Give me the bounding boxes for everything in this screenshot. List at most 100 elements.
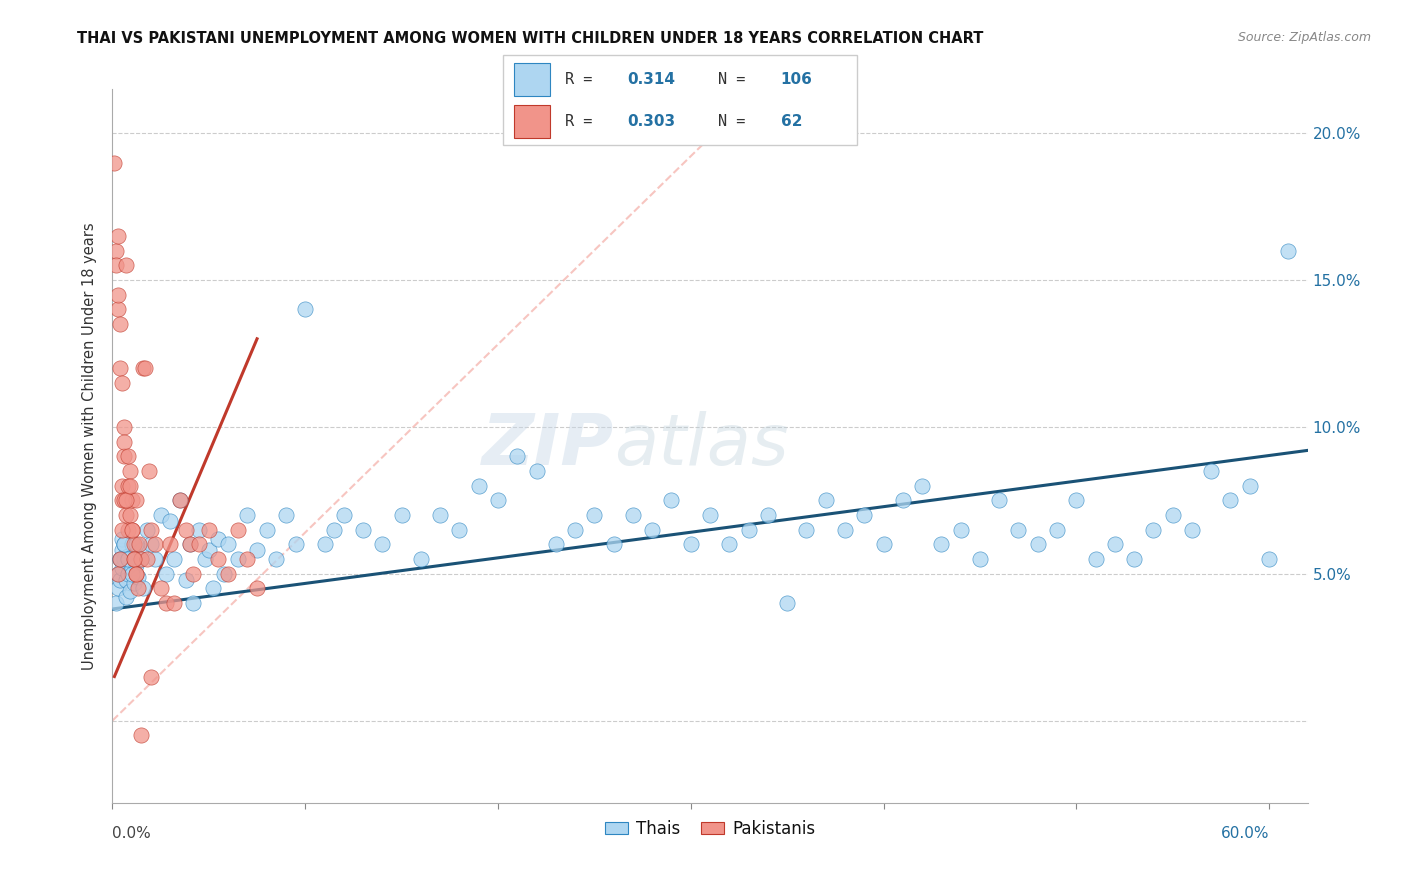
Point xyxy=(564,523,586,537)
FancyBboxPatch shape xyxy=(513,105,550,138)
Point xyxy=(602,537,624,551)
Point xyxy=(679,537,702,551)
Legend: Thais, Pakistanis: Thais, Pakistanis xyxy=(598,814,823,845)
Point xyxy=(108,552,131,566)
Point xyxy=(718,537,741,551)
Point xyxy=(115,259,138,273)
Point xyxy=(1219,493,1241,508)
Point xyxy=(108,361,131,376)
Point xyxy=(117,552,139,566)
Point xyxy=(111,561,134,575)
Point xyxy=(467,478,489,492)
Point xyxy=(1161,508,1184,522)
Point xyxy=(266,552,288,566)
Point xyxy=(112,537,135,551)
Point xyxy=(105,244,128,258)
Point xyxy=(1026,537,1049,551)
Point xyxy=(294,302,316,317)
Point xyxy=(111,532,134,546)
Point xyxy=(111,543,134,558)
Point xyxy=(112,552,135,566)
Point xyxy=(122,575,145,590)
Point xyxy=(699,508,721,522)
Point xyxy=(118,508,141,522)
Point xyxy=(117,450,139,464)
Point xyxy=(256,523,278,537)
Point xyxy=(108,573,131,587)
Point xyxy=(1181,523,1204,537)
Point xyxy=(323,523,346,537)
Point xyxy=(183,566,205,581)
Point xyxy=(112,450,135,464)
FancyBboxPatch shape xyxy=(513,63,550,95)
Text: R =: R = xyxy=(565,71,602,87)
Point xyxy=(107,582,129,596)
Point xyxy=(1123,552,1146,566)
Point xyxy=(139,523,162,537)
Point xyxy=(183,596,205,610)
Point xyxy=(207,532,229,546)
Point xyxy=(988,493,1011,508)
Point xyxy=(128,537,150,551)
Point xyxy=(131,728,153,742)
Text: 62: 62 xyxy=(780,114,801,129)
Point xyxy=(124,537,146,551)
Point xyxy=(107,566,129,581)
Text: 60.0%: 60.0% xyxy=(1220,826,1270,841)
Point xyxy=(159,514,181,528)
Point xyxy=(756,508,779,522)
Point xyxy=(796,523,818,537)
Point xyxy=(179,537,201,551)
Point xyxy=(544,537,567,551)
Text: 0.314: 0.314 xyxy=(627,71,675,87)
Point xyxy=(108,552,131,566)
Point xyxy=(333,508,356,522)
Text: atlas: atlas xyxy=(614,411,789,481)
Point xyxy=(118,464,141,478)
Point xyxy=(131,543,153,558)
Point xyxy=(371,537,394,551)
Point xyxy=(214,566,236,581)
Point xyxy=(409,552,432,566)
Point xyxy=(284,537,307,551)
Text: R =: R = xyxy=(565,114,602,129)
Point xyxy=(121,537,143,551)
Point xyxy=(737,523,759,537)
Point xyxy=(1104,537,1126,551)
Point xyxy=(1064,493,1087,508)
Point xyxy=(949,523,972,537)
Point xyxy=(314,537,336,551)
Point xyxy=(486,493,509,508)
Point xyxy=(122,552,145,566)
Point xyxy=(834,523,856,537)
Point xyxy=(111,523,134,537)
Point xyxy=(169,493,191,508)
Point xyxy=(108,317,131,331)
Point xyxy=(246,582,269,596)
Point xyxy=(776,596,799,610)
Point xyxy=(526,464,548,478)
Point xyxy=(911,478,934,492)
Point xyxy=(136,552,159,566)
Point xyxy=(105,259,128,273)
Point xyxy=(121,561,143,575)
Point xyxy=(583,508,606,522)
Point xyxy=(118,584,141,599)
Point xyxy=(391,508,413,522)
Point xyxy=(188,523,211,537)
Point xyxy=(352,523,374,537)
Point xyxy=(969,552,991,566)
Point xyxy=(1199,464,1222,478)
Point xyxy=(107,229,129,244)
Point xyxy=(118,478,141,492)
Point xyxy=(207,552,229,566)
Point xyxy=(163,552,186,566)
Point xyxy=(121,566,143,581)
Point xyxy=(1142,523,1164,537)
Point xyxy=(217,566,239,581)
Point xyxy=(226,552,249,566)
Point xyxy=(127,570,149,584)
Point xyxy=(111,493,134,508)
Point xyxy=(246,543,269,558)
Point xyxy=(174,523,197,537)
